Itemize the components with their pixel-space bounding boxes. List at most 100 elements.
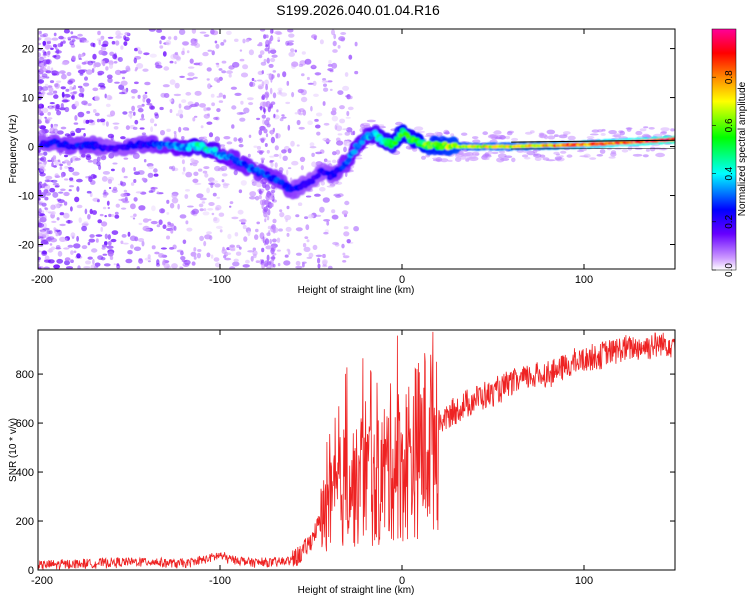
noise-blob: [61, 172, 64, 178]
noise-blob: [524, 156, 531, 160]
noise-blob: [38, 183, 42, 190]
noise-blob: [343, 231, 350, 237]
noise-blob: [272, 70, 277, 73]
snr-y-axis: 0 200 400 600 800: [16, 369, 675, 577]
noise-blob: [63, 159, 70, 164]
noise-blob: [626, 127, 632, 132]
noise-blob: [70, 250, 74, 256]
noise-blob: [266, 215, 270, 221]
noise-blob: [264, 238, 270, 245]
noise-blob: [42, 49, 45, 54]
noise-blob: [255, 260, 260, 263]
ridge-core: [211, 146, 218, 153]
noise-blob: [296, 119, 301, 126]
noise-blob: [354, 41, 358, 47]
noise-blob: [162, 224, 167, 229]
noise-blob: [59, 107, 66, 111]
noise-blob: [114, 214, 120, 219]
x-tick-label: 0: [399, 274, 405, 286]
noise-blob: [61, 73, 67, 80]
noise-blob: [57, 130, 64, 135]
noise-blob: [96, 161, 101, 167]
spectrogram-y-label: Frequency (Hz): [8, 115, 19, 184]
noise-blob: [335, 149, 341, 155]
noise-blob: [260, 138, 265, 143]
noise-blob: [163, 263, 170, 269]
noise-blob: [186, 77, 194, 81]
noise-blob: [348, 54, 353, 60]
noise-blob: [144, 257, 152, 261]
noise-blob: [77, 33, 83, 37]
noise-blob: [134, 81, 139, 85]
noise-blob: [139, 118, 146, 121]
x-tick-label: 0: [399, 575, 405, 587]
noise-blob: [177, 203, 180, 210]
noise-blob: [143, 52, 150, 56]
colorbar-gradient: [711, 28, 737, 271]
noise-blob: [120, 80, 128, 86]
noise-blob: [98, 39, 101, 46]
noise-blob: [115, 203, 121, 208]
noise-blob: [185, 171, 193, 178]
noise-blob: [294, 112, 299, 115]
noise-blob: [38, 208, 42, 214]
noise-blob: [660, 147, 667, 151]
noise-blob: [169, 109, 173, 113]
noise-blob: [173, 93, 182, 97]
noise-blob: [134, 119, 139, 125]
noise-blob: [53, 32, 57, 37]
noise-blob: [331, 209, 336, 214]
noise-blob: [53, 94, 59, 99]
noise-blob: [608, 156, 616, 159]
noise-blob: [267, 43, 270, 50]
noise-blob: [432, 157, 440, 160]
noise-blob: [242, 224, 247, 230]
noise-blob: [63, 29, 70, 34]
noise-blob: [329, 88, 333, 91]
noise-blob: [308, 252, 314, 258]
noise-blob: [97, 255, 104, 260]
noise-blob: [176, 249, 184, 253]
noise-blob: [199, 208, 204, 212]
noise-blob: [288, 33, 295, 38]
noise-blob: [218, 68, 223, 71]
noise-blob: [249, 81, 254, 87]
noise-blob: [395, 121, 403, 126]
noise-blob: [277, 262, 281, 267]
noise-blob: [61, 91, 65, 98]
noise-blob: [38, 52, 41, 58]
noise-blob: [83, 82, 90, 87]
noise-blob: [105, 66, 109, 71]
noise-blob: [354, 70, 359, 75]
noise-blob: [239, 117, 246, 122]
noise-blob: [278, 228, 283, 232]
noise-blob: [98, 50, 104, 55]
noise-blob: [111, 40, 116, 45]
noise-blob: [258, 54, 263, 59]
noise-blob: [231, 124, 235, 129]
noise-blob: [53, 264, 60, 269]
noise-blob: [579, 155, 589, 158]
noise-blob: [134, 236, 139, 242]
noise-blob: [203, 208, 207, 212]
noise-blob: [280, 92, 288, 97]
noise-blob: [38, 103, 44, 109]
noise-blob: [206, 121, 213, 125]
noise-blob: [270, 247, 275, 254]
noise-blob: [40, 156, 47, 162]
noise-blob: [158, 253, 165, 258]
noise-blob: [185, 189, 190, 192]
noise-blob: [92, 53, 97, 60]
noise-blob: [42, 227, 50, 231]
noise-blob: [172, 167, 179, 172]
noise-blob: [266, 149, 270, 154]
noise-blob: [328, 59, 332, 65]
noise-blob: [46, 92, 54, 96]
noise-blob: [317, 263, 321, 269]
y-tick-label: 800: [16, 369, 34, 381]
noise-blob: [79, 128, 86, 130]
noise-blob: [250, 255, 254, 262]
noise-blob: [247, 230, 251, 237]
noise-blob: [42, 33, 49, 38]
noise-blob: [151, 245, 156, 250]
